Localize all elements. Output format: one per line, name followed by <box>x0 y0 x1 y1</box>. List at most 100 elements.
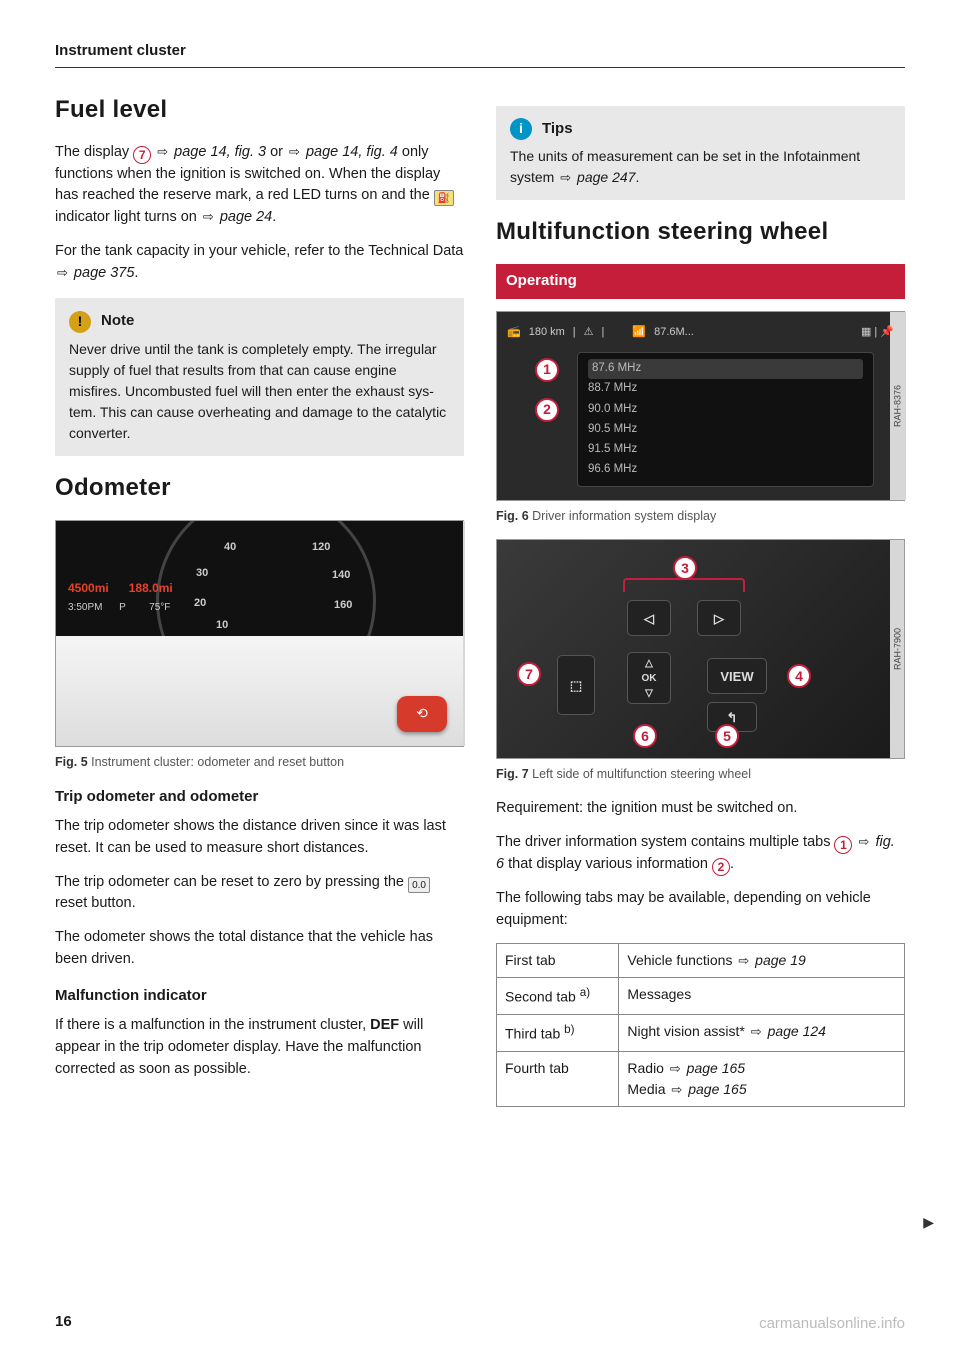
fig-num: Fig. 7 <box>496 767 529 781</box>
text: or <box>266 144 287 160</box>
fm-readout: 87.6M... <box>654 324 694 341</box>
ref-7-icon: 7 <box>133 146 151 164</box>
callout-6-icon: 6 <box>633 724 657 748</box>
text: . <box>635 169 639 185</box>
fuel-para-2: For the tank capacity in your vehicle, r… <box>55 241 464 285</box>
left-column: Fuel level The display 7 page 14, fig. 3… <box>55 92 464 1107</box>
fuel-warning-icon: ⛽ <box>434 190 454 206</box>
odometer-readout: 4500mi 188.0mi 3:50PM P 75°F <box>68 579 173 615</box>
text: The driver information system contains m… <box>496 834 834 850</box>
trip-para-3: The odometer shows the total distance th… <box>55 927 464 971</box>
watermark: carmanualsonline.info <box>759 1313 905 1336</box>
freq-row: 87.6 MHz <box>588 359 863 379</box>
page-ref: page 24 <box>216 209 272 225</box>
figure-5: B4M-0225 40 30 20 10 120 140 160 4500mi … <box>55 520 464 747</box>
link-icon <box>287 144 302 160</box>
heading-odometer: Odometer <box>55 470 464 506</box>
fig-text: Left side of multifunction steering whee… <box>529 767 751 781</box>
text: . <box>134 265 138 281</box>
trip-miles: 4500mi <box>68 581 109 595</box>
view-button: VIEW <box>707 658 767 694</box>
section-header: Instrument cluster <box>55 40 905 68</box>
gear: P <box>119 602 126 613</box>
heading-fuel-level: Fuel level <box>55 92 464 128</box>
tips-icon: i <box>510 118 532 140</box>
cell: First tab <box>497 944 619 978</box>
freq-row: 90.0 MHz <box>588 399 863 419</box>
freq-row: 88.7 MHz <box>588 379 863 399</box>
trip-para-2: The trip odometer can be reset to zero b… <box>55 872 464 916</box>
text: Second tab <box>505 989 580 1005</box>
fig5-panel: ⟲ <box>56 636 463 746</box>
table-row: Third tab b) Night vision assist* page 1… <box>497 1014 905 1051</box>
fuel-para-1: The display 7 page 14, fig. 3 or page 14… <box>55 142 464 229</box>
text: reset button. <box>55 895 136 911</box>
table-row: Fourth tab Radio page 165 Media page 165 <box>497 1051 905 1106</box>
gauge-num: 120 <box>312 539 330 556</box>
figure-7: RAH-7900 ◁ ▷ ⬚ △OK▽ VIEW ↰ 3 4 5 6 7 <box>496 539 905 759</box>
warn-icon: ⚠ <box>584 324 594 341</box>
temp: 75°F <box>149 602 170 613</box>
tips-title: Tips <box>542 118 573 141</box>
fig7-caption: Fig. 7 Left side of multifunction steeri… <box>496 765 905 784</box>
callout-4-icon: 4 <box>787 664 811 688</box>
odo-miles: 188.0mi <box>129 581 173 595</box>
sup: b) <box>564 1023 574 1036</box>
page-number: 16 <box>55 1311 72 1334</box>
freq-row: 90.5 MHz <box>588 419 863 439</box>
link-icon <box>55 265 70 281</box>
reset-icon: 0.0 <box>408 877 430 893</box>
text: Media <box>627 1081 669 1097</box>
text: . <box>730 856 734 872</box>
note-body: Never drive until the tank is completely… <box>69 339 450 444</box>
fig-text: Driver information system display <box>529 509 717 523</box>
fig6-statusbar: 📻 180 km |⚠| 📶 87.6M... ▦ | 📌 <box>507 322 894 344</box>
trip-para-1: The trip odometer shows the distance dri… <box>55 816 464 860</box>
text: Third tab <box>505 1026 564 1042</box>
text: Vehicle functions <box>627 952 736 968</box>
ok-label: OK <box>642 671 657 686</box>
note-head: ! Note <box>69 310 450 333</box>
callout-5-icon: 5 <box>715 724 739 748</box>
text: Radio <box>627 1060 667 1076</box>
tabs-table: First tab Vehicle functions page 19 Seco… <box>496 943 905 1106</box>
page-ref: page 14, fig. 4 <box>302 144 398 160</box>
reset-button-icon: ⟲ <box>397 696 447 732</box>
text: Night vision assist* <box>627 1023 748 1039</box>
page-ref: page 124 <box>764 1023 826 1039</box>
content-columns: Fuel level The display 7 page 14, fig. 3… <box>55 92 905 1107</box>
link-icon <box>857 834 872 850</box>
req-para: Requirement: the ignition must be switch… <box>496 798 905 820</box>
text: For the tank capacity in your vehicle, r… <box>55 243 463 259</box>
fig6-list: 87.6 MHz 88.7 MHz 90.0 MHz 90.5 MHz 91.5… <box>577 352 874 488</box>
gauge-num: 160 <box>334 597 352 614</box>
gauge-num: 30 <box>196 565 208 582</box>
ref-2-icon: 2 <box>712 858 730 876</box>
scroll-wheel: ⬚ <box>557 655 595 715</box>
link-icon <box>201 209 216 225</box>
cell: Radio page 165 Media page 165 <box>619 1051 905 1106</box>
gauge-num: 40 <box>224 539 236 556</box>
callout-1-icon: 1 <box>535 358 559 382</box>
bracket-3 <box>623 578 745 592</box>
km-readout: 180 km <box>529 324 565 341</box>
dis-para: The driver information system contains m… <box>496 832 905 876</box>
fig7-code: RAH-7900 <box>890 540 905 758</box>
link-icon <box>736 952 751 968</box>
callout-3-icon: 3 <box>673 556 697 580</box>
page-ref: page 375 <box>70 265 135 281</box>
cell: Second tab a) <box>497 978 619 1015</box>
def-text: DEF <box>370 1017 399 1033</box>
text: If there is a malfunction in the instrum… <box>55 1017 370 1033</box>
fig-num: Fig. 6 <box>496 509 529 523</box>
heading-mfw: Multifunction steering wheel <box>496 214 905 250</box>
note-title: Note <box>101 310 134 333</box>
link-icon <box>155 144 170 160</box>
page-ref: page 247 <box>573 169 635 185</box>
table-row: First tab Vehicle functions page 19 <box>497 944 905 978</box>
radio-icon: 📻 <box>507 324 521 341</box>
cell: Fourth tab <box>497 1051 619 1106</box>
table-row: Second tab a) Messages <box>497 978 905 1015</box>
tips-body: The units of measurement can be set in t… <box>510 146 891 188</box>
fig-num: Fig. 5 <box>55 755 88 769</box>
